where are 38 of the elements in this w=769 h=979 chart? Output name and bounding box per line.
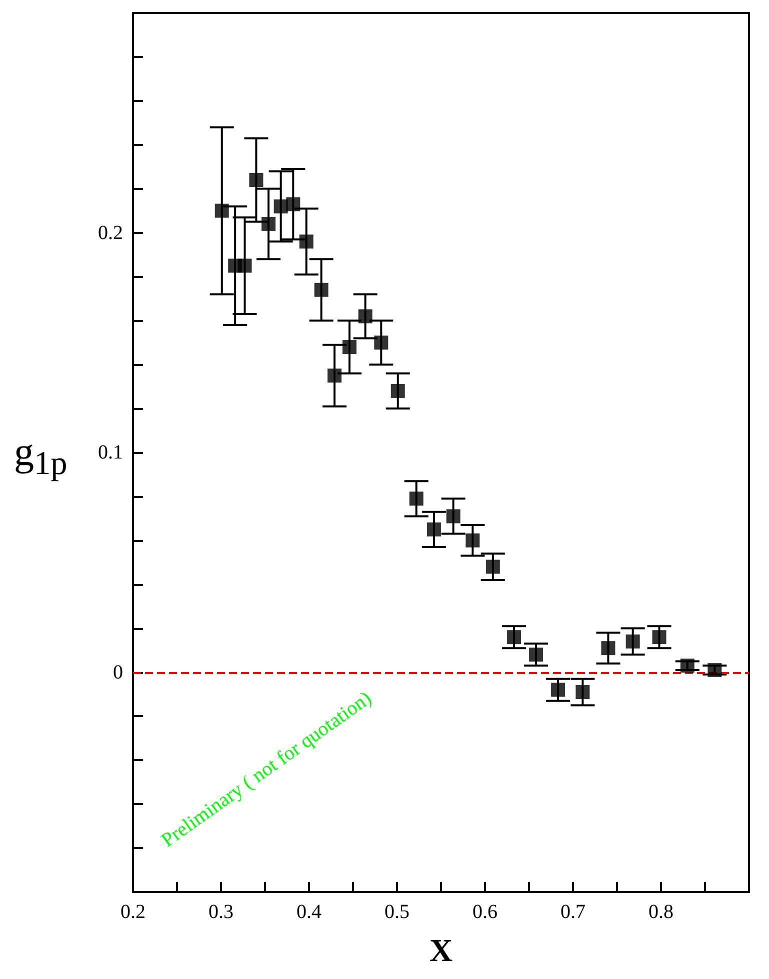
point	[551, 682, 566, 697]
point	[262, 216, 276, 231]
x-tick-label: 0.5	[384, 901, 410, 923]
point	[409, 492, 424, 506]
point	[626, 634, 640, 648]
y-tick-label: 0.2	[98, 222, 123, 244]
point	[486, 560, 500, 574]
point	[601, 641, 616, 656]
x-tick-label: 0.8	[648, 901, 674, 923]
x-tick-label: 0.3	[208, 901, 234, 923]
point	[299, 234, 314, 249]
point	[390, 384, 405, 398]
y-tick-label: 0.1	[98, 442, 123, 464]
point	[249, 173, 264, 188]
point	[286, 197, 300, 212]
y-tick-label: 0	[113, 661, 123, 684]
point	[358, 309, 372, 324]
point	[314, 282, 328, 297]
point	[576, 685, 590, 700]
point	[374, 336, 388, 350]
x-tick-label: 0.4	[296, 901, 322, 923]
point	[507, 630, 522, 644]
point	[214, 204, 229, 218]
point	[466, 533, 480, 548]
point	[708, 663, 722, 678]
point	[328, 368, 342, 383]
x-axis-title: X	[429, 932, 453, 968]
y-axis-title: g$_{1p}$	[14, 428, 68, 483]
x-tick-label: 0.2	[120, 901, 146, 923]
x-tick-label: 0.7	[560, 901, 586, 923]
point	[529, 648, 544, 662]
point	[446, 509, 460, 524]
x-tick-label: 0.6	[472, 901, 498, 923]
point	[342, 340, 356, 354]
point	[238, 258, 252, 273]
point	[652, 630, 666, 644]
point	[426, 522, 441, 536]
point	[680, 658, 694, 673]
